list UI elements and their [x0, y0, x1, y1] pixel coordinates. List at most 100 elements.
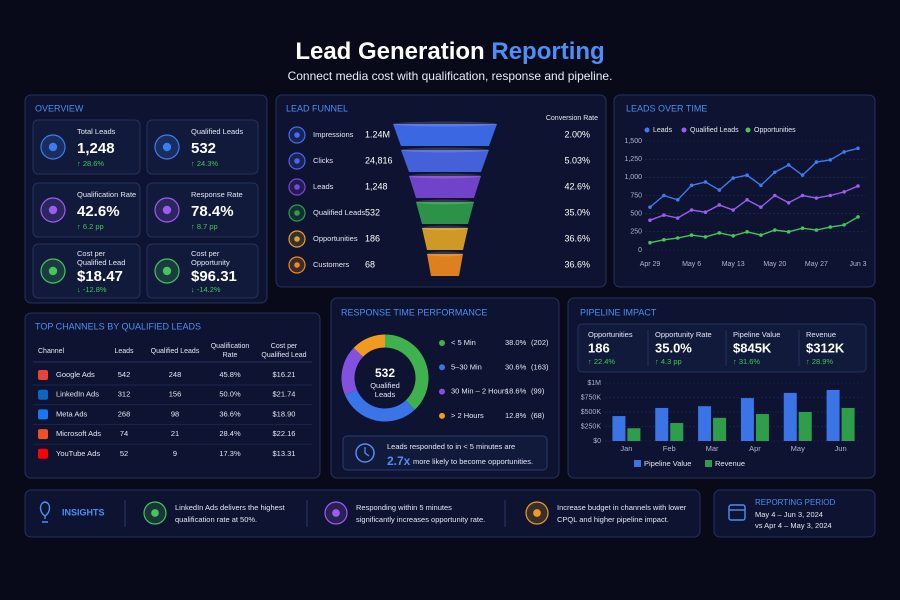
funnel-stage	[409, 176, 481, 198]
icon-dot	[151, 509, 159, 517]
data-point	[856, 215, 860, 219]
data-point	[675, 198, 680, 202]
x-tick-label: Jun 3	[849, 261, 866, 268]
data-point	[773, 193, 777, 198]
table-cell: 268	[118, 409, 131, 418]
kpi-box	[577, 323, 867, 373]
icon-dot	[48, 142, 58, 152]
callout-highlight: 2.7x	[387, 454, 411, 468]
bulb-icon	[39, 501, 51, 523]
channel-name: Meta Ads	[56, 409, 88, 418]
kpi-value: 186	[588, 340, 610, 355]
table-cell: 248	[169, 370, 182, 379]
kpi-label: Opportunity Rate	[655, 330, 712, 339]
data-point	[786, 230, 791, 234]
data-point	[717, 203, 722, 207]
bar	[841, 407, 855, 441]
column-header: Qualified Lead	[261, 352, 306, 359]
kpi-label: Opportunities	[588, 330, 633, 339]
kpi-value: 532	[191, 140, 216, 157]
icon-dot	[294, 184, 300, 190]
kpi-card	[32, 182, 141, 238]
stage-value: 1.24M	[365, 129, 390, 139]
data-point	[800, 226, 805, 230]
data-point	[689, 183, 694, 188]
data-point	[731, 208, 735, 212]
table-cell: 28.4%	[219, 429, 241, 438]
insight-text: Responding within 5 minutes	[356, 503, 452, 512]
bar	[826, 389, 840, 441]
icon-dot	[294, 262, 300, 268]
count-label: (163)	[531, 362, 549, 371]
icon-dot	[533, 509, 541, 517]
data-point	[689, 233, 694, 237]
data-point	[814, 160, 819, 164]
stage-rate: 35.0%	[564, 207, 590, 217]
column-header: Conversion Rate	[546, 115, 598, 122]
table-cell: 156	[169, 390, 182, 399]
data-point	[759, 183, 763, 188]
donut-segment	[384, 334, 429, 410]
insight-text: LinkedIn Ads delivers the highest	[175, 503, 286, 512]
data-point	[842, 223, 846, 227]
value-label: 12.8%	[505, 411, 527, 420]
count-label: (68)	[531, 411, 545, 420]
funnel-rim	[427, 251, 463, 257]
table-cell: 45.8%	[219, 370, 241, 379]
funnel-stage	[401, 150, 489, 172]
x-tick-label: Mar	[706, 444, 719, 453]
data-point	[856, 184, 860, 188]
data-point	[717, 188, 722, 192]
panel-title: RESPONSE TIME PERFORMANCE	[341, 307, 487, 317]
legend-dot	[745, 127, 751, 133]
stage-value: 68	[365, 259, 375, 269]
data-point	[773, 170, 777, 175]
data-point	[773, 228, 777, 232]
bar	[627, 428, 641, 441]
donut-center-label: Leads	[375, 390, 396, 399]
x-tick-label: Apr 29	[640, 261, 661, 268]
donut-center-value: 532	[375, 366, 395, 380]
period-current: May 4 – Jun 3, 2024	[755, 510, 823, 519]
kpi-change: ↑ 28.9%	[806, 357, 833, 366]
count-label: (99)	[531, 387, 545, 396]
kpi-label: Qualified Leads	[191, 127, 243, 136]
donut-segment	[353, 334, 386, 358]
kpi-change: ↑ 8.7 pp	[191, 222, 218, 231]
legend-swatch	[705, 460, 712, 467]
data-point	[662, 213, 666, 217]
series-line	[649, 185, 859, 221]
x-tick-label: May 13	[722, 261, 745, 268]
y-tick-label: $250K	[581, 423, 602, 430]
kpi-value: $845K	[733, 340, 772, 355]
icon-dot	[162, 142, 172, 152]
funnel-stage	[416, 202, 474, 224]
kpi-label: Qualified Lead	[77, 258, 125, 267]
kpi-value: 35.0%	[655, 340, 692, 355]
donut-segment	[344, 389, 415, 422]
bar	[612, 416, 626, 441]
x-tick-label: May 6	[682, 261, 701, 268]
data-point	[662, 238, 666, 242]
channel-icon	[38, 409, 48, 420]
x-tick-label: May 27	[805, 261, 828, 268]
stage-name: Customers	[313, 260, 350, 269]
kpi-label: Qualification Rate	[77, 190, 136, 199]
table-cell: 98	[171, 409, 179, 418]
funnel-stage	[422, 228, 468, 250]
panel-title: INSIGHTS	[62, 507, 105, 517]
stage-value: 532	[365, 207, 380, 217]
stage-value: 24,816	[365, 155, 393, 165]
y-tick-label: 0	[638, 247, 642, 254]
data-point	[828, 225, 833, 229]
panel	[613, 94, 876, 288]
panel	[24, 312, 321, 479]
data-point	[828, 158, 833, 162]
table-cell: $13.31	[273, 449, 296, 458]
donut-segment	[341, 347, 364, 396]
bar	[698, 406, 712, 441]
data-point	[759, 233, 763, 237]
column-header: Leads	[114, 348, 134, 355]
stage-rate: 2.00%	[564, 129, 590, 139]
table-cell: 50.0%	[219, 390, 241, 399]
